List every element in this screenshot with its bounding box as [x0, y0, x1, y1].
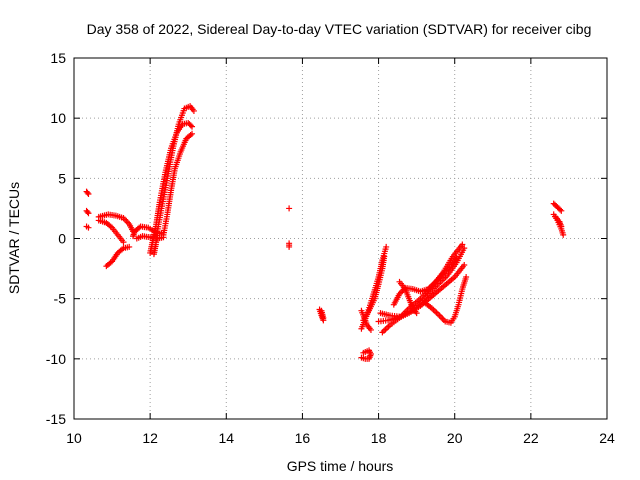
x-tick-label: 12	[142, 430, 158, 446]
data-point	[557, 206, 564, 213]
axis-ticks: 10 12 14 16 18 20 22 24 -15 -10 -5 0 5 10 15	[46, 50, 615, 446]
y-tick-label: -5	[54, 291, 67, 307]
data-point	[84, 189, 91, 196]
y-tick-label: 15	[50, 50, 66, 66]
data-point	[383, 243, 390, 250]
data-point	[453, 254, 460, 261]
data-point	[85, 224, 92, 231]
y-tick-label: 0	[58, 231, 66, 247]
x-tick-label: 18	[371, 430, 387, 446]
data-point	[381, 253, 388, 260]
plot-frame	[73, 57, 608, 420]
data-point	[85, 210, 92, 217]
data-point	[126, 243, 133, 250]
x-axis-label: GPS time / hours	[287, 458, 394, 474]
data-point	[320, 314, 327, 321]
data-points	[83, 103, 567, 362]
x-tick-label: 14	[218, 430, 234, 446]
data-point	[120, 239, 127, 246]
x-tick-label: 24	[599, 430, 615, 446]
data-point	[189, 123, 196, 130]
data-point	[84, 209, 91, 216]
data-point	[286, 205, 293, 212]
data-point	[558, 207, 565, 214]
x-tick-label: 16	[295, 430, 311, 446]
data-point	[461, 261, 468, 268]
data-point	[189, 130, 196, 137]
data-point	[286, 243, 293, 250]
y-tick-label: -15	[46, 411, 66, 427]
x-tick-label: 20	[447, 430, 463, 446]
data-point	[558, 223, 565, 230]
data-point	[413, 310, 420, 317]
grid-lines	[74, 58, 607, 419]
data-point	[190, 107, 197, 114]
data-point	[459, 241, 466, 248]
data-point	[85, 190, 92, 197]
data-point	[463, 274, 470, 281]
data-point	[360, 349, 367, 356]
x-tick-label: 10	[66, 430, 82, 446]
chart-title: Day 358 of 2022, Sidereal Day-to-day VTE…	[87, 21, 592, 37]
y-axis-label: SDTVAR / TECUs	[6, 182, 22, 294]
data-point	[367, 326, 374, 333]
x-tick-label: 22	[523, 430, 539, 446]
y-tick-label: -10	[46, 351, 66, 367]
data-point	[560, 231, 567, 238]
y-tick-label: 10	[50, 110, 66, 126]
y-tick-label: 5	[58, 170, 66, 186]
data-point	[187, 122, 194, 129]
